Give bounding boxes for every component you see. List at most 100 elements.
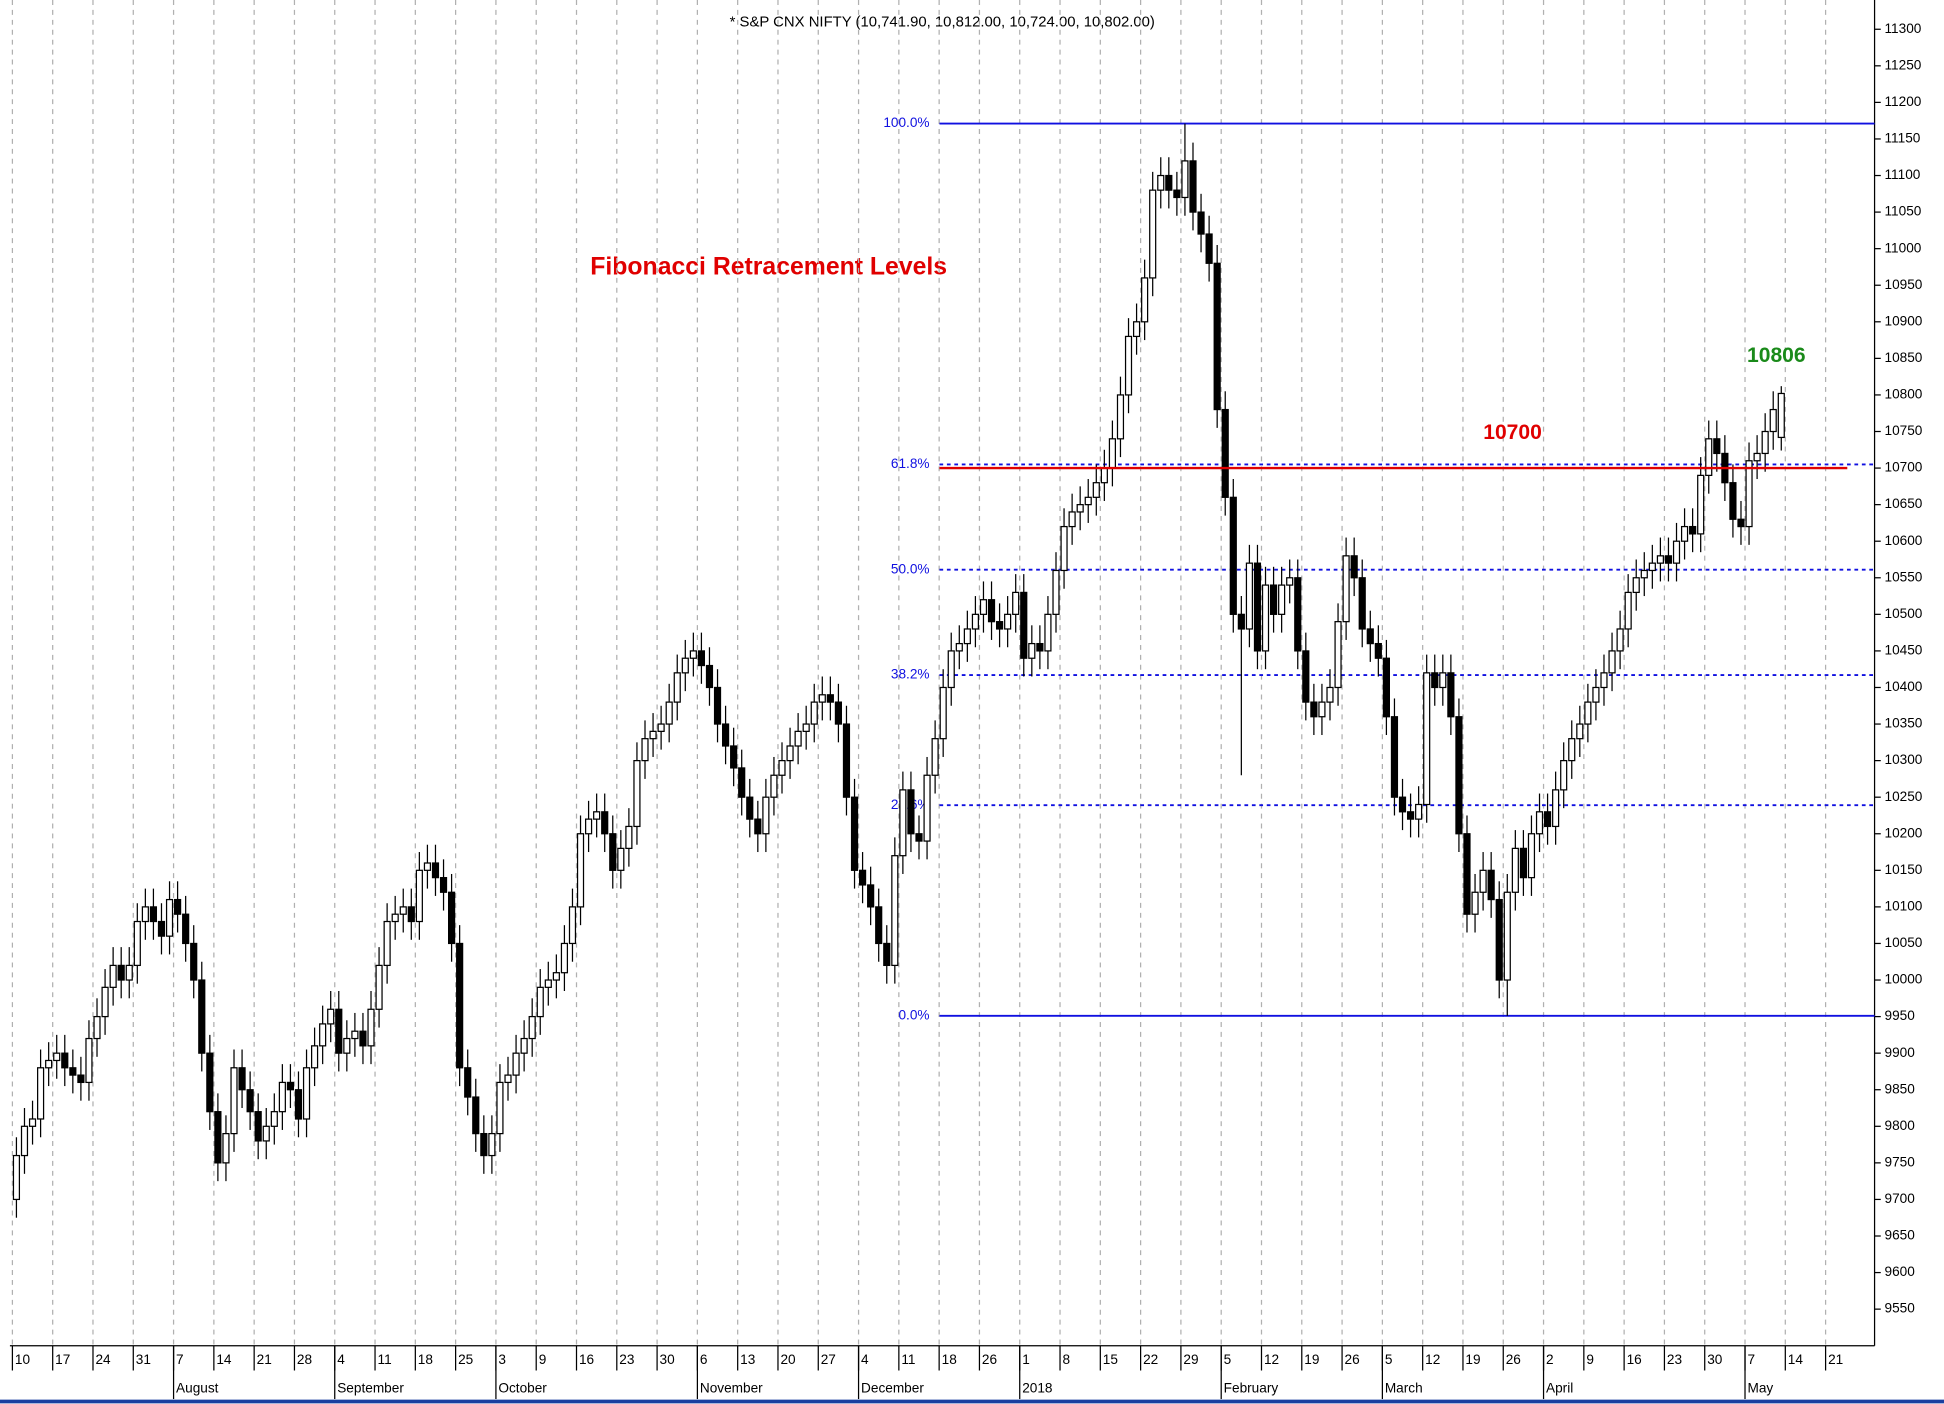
candle-body: [979, 599, 988, 615]
x-tick-label: 9: [1586, 1352, 1594, 1367]
candle-body: [222, 1132, 230, 1164]
candle-body: [1463, 833, 1471, 915]
candle-body: [1406, 811, 1415, 820]
candle-body: [311, 1045, 319, 1069]
candle-body: [1181, 160, 1189, 199]
x-tick-label: 18: [942, 1352, 957, 1367]
candle-body: [238, 1067, 246, 1091]
candle-body: [85, 1037, 93, 1084]
x-tick-label: 21: [257, 1352, 272, 1367]
candle-body: [1656, 555, 1664, 564]
candle-body: [1689, 525, 1697, 535]
chart-subtitle: Fibonacci Retracement Levels: [590, 253, 947, 280]
candle-body: [1358, 577, 1366, 630]
candle-body: [858, 869, 867, 886]
y-tick-label: 9550: [1884, 1301, 1915, 1316]
y-tick-label: 10850: [1884, 350, 1922, 365]
candle-body: [149, 906, 158, 923]
candle-body: [786, 745, 794, 762]
x-tick-label: 24: [95, 1352, 111, 1367]
candle-body: [1479, 869, 1487, 893]
fib-level-label: 38.2%: [891, 667, 930, 682]
candle-body: [214, 1111, 222, 1164]
y-tick-label: 10300: [1884, 752, 1922, 767]
candle-body: [198, 979, 206, 1054]
candle-body: [1374, 642, 1382, 659]
x-tick-label: 5: [1385, 1352, 1393, 1367]
candle-body: [1503, 891, 1511, 981]
candle-body: [367, 1008, 375, 1047]
y-tick-label: 10800: [1884, 387, 1922, 402]
candle-body: [1116, 394, 1125, 440]
candle-body: [1640, 569, 1648, 579]
candle-body: [1132, 321, 1141, 338]
candle-body: [1624, 591, 1632, 630]
candle-body: [1713, 438, 1721, 455]
candle-body: [1124, 335, 1133, 396]
candle-body: [617, 847, 625, 871]
candle-body: [45, 1059, 53, 1069]
candle-body: [1632, 577, 1640, 594]
candle-body: [1294, 577, 1302, 652]
candle-body: [1205, 233, 1213, 264]
candle-body: [125, 964, 133, 981]
x-tick-label: 30: [660, 1352, 676, 1367]
candle-body: [1084, 496, 1092, 506]
candle-body: [12, 1154, 21, 1201]
candle-body: [568, 906, 577, 945]
candle-body: [987, 599, 996, 623]
y-tick-label: 9700: [1884, 1191, 1915, 1206]
y-tick-label: 9750: [1884, 1154, 1915, 1169]
x-tick-label: 16: [1627, 1352, 1642, 1367]
y-tick-label: 9600: [1884, 1264, 1915, 1279]
y-tick-label: 10600: [1884, 533, 1922, 548]
candle-body: [28, 1118, 37, 1127]
candle-body: [1697, 474, 1705, 535]
candle-body: [1664, 555, 1673, 564]
y-tick-label: 11050: [1884, 204, 1921, 219]
candle-body: [294, 1089, 303, 1120]
y-tick-label: 9650: [1884, 1228, 1915, 1243]
x-tick-label: 7: [1747, 1352, 1755, 1367]
candle-body: [738, 767, 746, 798]
candle-body: [165, 898, 174, 937]
candle-body: [464, 1067, 472, 1098]
candle-body: [1286, 577, 1294, 586]
x-tick-label: 26: [982, 1352, 997, 1367]
candle-body: [391, 913, 399, 923]
candle-body: [593, 811, 601, 820]
x-tick-label: 12: [1425, 1352, 1440, 1367]
y-tick-label: 10900: [1884, 313, 1922, 328]
candle-body: [802, 723, 810, 732]
candle-body: [1342, 555, 1350, 623]
candle-body: [963, 628, 971, 645]
y-tick-label: 10500: [1884, 606, 1922, 621]
y-tick-label: 9850: [1884, 1081, 1915, 1096]
x-tick-label: 11: [378, 1352, 392, 1367]
x-tick-label: 6: [700, 1352, 708, 1367]
candle-body: [1568, 738, 1576, 762]
y-tick-label: 10150: [1884, 862, 1922, 877]
candle-body: [867, 884, 875, 908]
y-tick-label: 11000: [1884, 240, 1921, 255]
candle-body: [641, 738, 649, 762]
x-tick-label: 19: [1304, 1352, 1319, 1367]
candle-body: [665, 701, 673, 725]
candle-body: [1213, 262, 1221, 411]
candle-body: [456, 942, 464, 1069]
x-tick-label: 17: [55, 1352, 70, 1367]
candle-body: [1310, 701, 1318, 718]
candle-body: [270, 1111, 278, 1127]
candle-body: [1439, 672, 1447, 689]
candle-body: [770, 774, 778, 798]
candle-body: [625, 825, 633, 850]
candle-body: [1616, 628, 1624, 652]
candle-body: [681, 657, 689, 674]
candle-body: [1028, 642, 1036, 659]
candle-body: [206, 1052, 214, 1113]
y-tick-label: 10450: [1884, 643, 1922, 658]
candle-body: [1229, 496, 1237, 615]
candle-body: [1680, 525, 1689, 542]
candle-body: [1068, 511, 1076, 528]
